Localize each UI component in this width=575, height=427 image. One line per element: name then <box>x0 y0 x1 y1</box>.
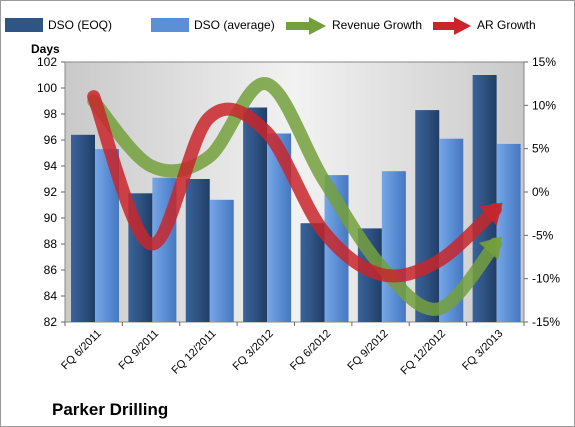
y2-tick-label: -10% <box>532 272 560 286</box>
legend-arrow-revenue-growth <box>309 17 326 35</box>
legend: DSO (EOQ) DSO (average) Revenue Growth A… <box>5 17 536 35</box>
x-axis: FQ 6/2011 FQ 9/2011 FQ 12/2011 FQ 3/2012 FQ … <box>59 322 525 378</box>
y2-tick-label: -5% <box>532 228 554 242</box>
y-tick-label: 90 <box>44 211 58 225</box>
bar-dso-eoq <box>472 75 497 322</box>
legend-label-dso-eoq: DSO (EOQ) <box>48 18 112 32</box>
x-tick-label: FQ 12/2011 <box>170 328 219 377</box>
arrowhead-revenue-growth <box>478 236 502 261</box>
bar-dso-eoq <box>71 134 95 322</box>
chart-title: Parker Drilling <box>52 400 168 419</box>
legend-label-ar-growth: AR Growth <box>477 18 536 32</box>
legend-arrow-ar-growth <box>454 17 471 35</box>
bar-dso-average <box>496 143 521 322</box>
y-tick-label: 84 <box>44 289 58 303</box>
x-tick-label: FQ 6/2012 <box>288 328 333 373</box>
legend-label-dso-average: DSO (average) <box>194 18 275 32</box>
line-series <box>87 77 503 316</box>
y2-tick-label: 15% <box>532 55 556 69</box>
legend-swatch-dso-eoq <box>5 18 43 32</box>
y-tick-label: 82 <box>44 315 58 329</box>
y2-tick-label: 10% <box>532 98 556 112</box>
y-axis-right: 15% 10% 5% 0% -5% -10% -15% <box>524 55 560 329</box>
y2-tick-label: 0% <box>532 185 550 199</box>
bar-dso-eoq <box>185 179 210 322</box>
y2-tick-label: 5% <box>532 142 550 156</box>
y-axis-title: Days <box>31 42 60 56</box>
arrowhead-ar-growth <box>479 202 503 226</box>
x-tick-label: FQ 3/2013 <box>460 328 505 373</box>
legend-label-revenue-growth: Revenue Growth <box>332 18 422 32</box>
x-tick-label: FQ 9/2012 <box>345 328 390 373</box>
y-tick-label: 98 <box>44 107 58 121</box>
x-tick-label: FQ 6/2011 <box>59 328 104 373</box>
bar-dso-eoq <box>300 223 325 322</box>
bar-dso-average <box>209 199 234 322</box>
x-tick-label: FQ 3/2012 <box>231 328 276 373</box>
x-tick-label: FQ 9/2011 <box>117 328 162 373</box>
bar-dso-average <box>381 171 406 322</box>
y-tick-label: 96 <box>44 133 58 147</box>
bar-dso-eoq <box>415 110 440 322</box>
y-tick-label: 92 <box>44 185 58 199</box>
legend-swatch-dso-average <box>151 18 189 32</box>
bar-dso-eoq <box>243 107 268 322</box>
y-axis-left: 82 84 86 88 90 92 94 96 98 100 102 <box>37 55 65 329</box>
y-tick-label: 102 <box>37 55 57 69</box>
y-tick-label: 86 <box>44 263 58 277</box>
y2-tick-label: -15% <box>532 315 560 329</box>
line-ar-growth <box>87 90 502 283</box>
x-tick-label: FQ 12/2012 <box>398 328 448 378</box>
y-tick-label: 94 <box>44 159 58 173</box>
y-tick-label: 100 <box>37 81 57 95</box>
y-tick-label: 88 <box>44 237 58 251</box>
line-revenue-growth <box>87 77 502 316</box>
